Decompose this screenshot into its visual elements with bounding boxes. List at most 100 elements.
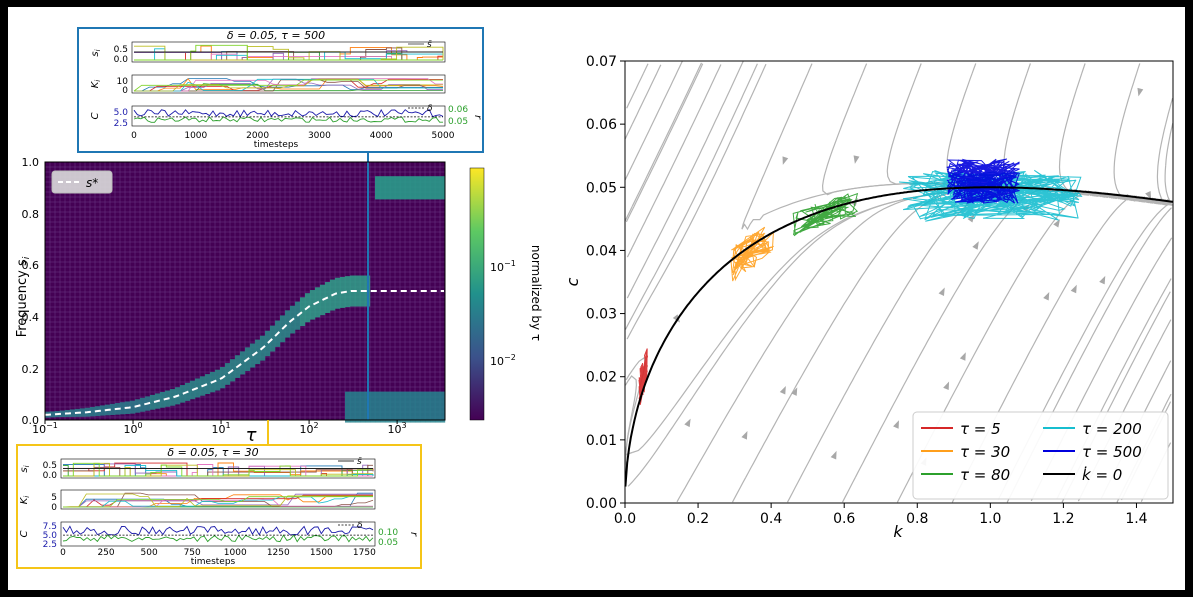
streamline (861, 63, 868, 74)
inset-top-k-panel (131, 74, 446, 94)
c-trace-line (62, 525, 374, 536)
heatmap-density-cell (385, 391, 391, 423)
legend-label-tau-30: τ = 30 (960, 443, 1010, 461)
inset-bottom-k-tick-0: 5 (51, 493, 57, 503)
inset-top-k-label: Ki (90, 80, 102, 89)
colorbar-tick-2: 10−2 (490, 353, 516, 368)
inset-xtick-label: 2000 (246, 131, 269, 141)
streamline (631, 63, 767, 330)
streamline (624, 123, 633, 140)
heatmap-density-cell (355, 391, 361, 423)
streamline (916, 63, 922, 74)
streamline-arrow (830, 450, 837, 460)
heatmap-density-cell (435, 176, 441, 200)
inset-bottom-xlabel: timesteps (191, 557, 236, 567)
heatmap-density-cell (140, 397, 146, 412)
heatmap-density-cell (435, 391, 441, 423)
streamline (625, 73, 699, 223)
inset-bottom-title: δ = 0.05, τ = 30 (167, 446, 258, 459)
k-trace-line (63, 496, 373, 508)
inset-top-r-tick-0: 0.06 (448, 105, 468, 115)
streamline (1165, 201, 1171, 207)
inset-top-k-tick-0: 10 (117, 77, 129, 87)
inset-bottom-s-tick-0: 0.5 (43, 461, 57, 471)
inset-top-s-tick-0: 0.5 (114, 45, 128, 55)
streamline (642, 63, 649, 74)
heatmap-ytick-5: 1.0 (22, 156, 40, 169)
streamline (1165, 278, 1172, 289)
heatmap-ytick-1: 0.2 (22, 363, 40, 376)
inset-top-c-panel (131, 105, 446, 127)
heatmap-density-cell (440, 176, 446, 200)
heatmap-density-cell (50, 411, 56, 418)
heatmap-frame (44, 161, 446, 421)
heatmap-density-cell (360, 391, 366, 423)
streamline (1165, 237, 1173, 248)
streamline-arrow (1053, 219, 1061, 228)
heatmap-legend-label: s* (86, 176, 98, 190)
inset-top-c-tick-0: 5.0 (114, 108, 129, 118)
inset-bottom-s-label: si (19, 465, 31, 472)
inset-bottom-sbar-legend: s̄ (357, 457, 362, 467)
heatmap-density-cell (420, 391, 426, 423)
streamline (1164, 165, 1171, 203)
trace-line (63, 462, 373, 477)
heatmap-density-cell (385, 176, 391, 200)
phase-xticks: 0.0 0.2 0.4 0.6 0.8 1.0 1.2 1.4 (614, 503, 1148, 527)
streamline (1026, 63, 1031, 74)
streamline (807, 63, 813, 74)
phase-ytick-label: 0.01 (586, 433, 617, 449)
streamline-arrow (967, 214, 975, 223)
inset-xtick-label: 250 (97, 548, 114, 558)
phase-ytick-label: 0.04 (586, 243, 617, 259)
figure-canvas: s* 0.0 0.2 0.4 0.6 0.8 1.0 10−1 100 101 … (15, 27, 1174, 569)
streamline (697, 63, 704, 74)
inset-xtick-label: 1000 (224, 548, 247, 558)
streamline-arrow (853, 155, 860, 164)
inset-top-frame (77, 27, 484, 153)
streamline (631, 62, 703, 207)
phase-xtick-label: 1.4 (1125, 511, 1147, 527)
heatmap-density-cell (160, 391, 166, 408)
colorbar-label: normalized by τ (529, 245, 543, 341)
heatmap-density-cell (390, 176, 396, 200)
inset-xtick-label: 1750 (353, 548, 376, 558)
streamline (624, 73, 754, 330)
k-trace-line (133, 79, 443, 92)
inset-xtick-label: 0 (60, 548, 66, 558)
inset-xtick-label: 4000 (370, 131, 393, 141)
streamline (786, 477, 801, 503)
streamline-arrow (972, 241, 979, 250)
heatmap-density-cell (150, 394, 156, 410)
colorbar-tick-1: 10−1 (490, 259, 516, 274)
trajectory-5 (638, 348, 649, 405)
streamline-arrow (782, 156, 789, 165)
heatmap-density-cell (100, 405, 106, 416)
inset-top-s-panel (131, 41, 446, 63)
heatmap-panel: s* 0.0 0.2 0.4 0.6 0.8 1.0 10−1 100 101 … (15, 153, 543, 446)
streamline (1135, 63, 1141, 74)
heatmap-density-cell (300, 297, 306, 327)
streamline-arrow (791, 387, 798, 396)
phase-panel: 0.0 0.2 0.4 0.6 0.8 1.0 1.2 1.4 0.000.010.020.0… (563, 54, 1174, 541)
streamline (841, 477, 856, 503)
inset-bottom-delta-legend: δ (357, 521, 363, 531)
streamline (631, 64, 722, 248)
heatmap-density-cell (395, 391, 401, 423)
streamline (627, 477, 637, 487)
streamline (635, 186, 1171, 479)
inset-bottom-k-panel (60, 489, 376, 510)
streamline (1165, 123, 1174, 166)
heatmap-density-cell (310, 290, 316, 320)
heatmap-density-cell (380, 391, 386, 423)
heatmap-density-cell (410, 176, 416, 200)
inset-xtick-label: 1500 (310, 548, 333, 558)
inset-xtick-label: 3000 (308, 131, 331, 141)
phase-xlabel: k (893, 522, 903, 541)
heatmap-legend (51, 170, 113, 194)
heatmap-ytick-0: 0.0 (22, 414, 40, 427)
streamline-arrow (959, 352, 966, 361)
phase-xtick-label: 0.6 (833, 511, 855, 527)
heatmap-density-cell (255, 339, 261, 365)
heatmap-density-cell (80, 408, 86, 417)
